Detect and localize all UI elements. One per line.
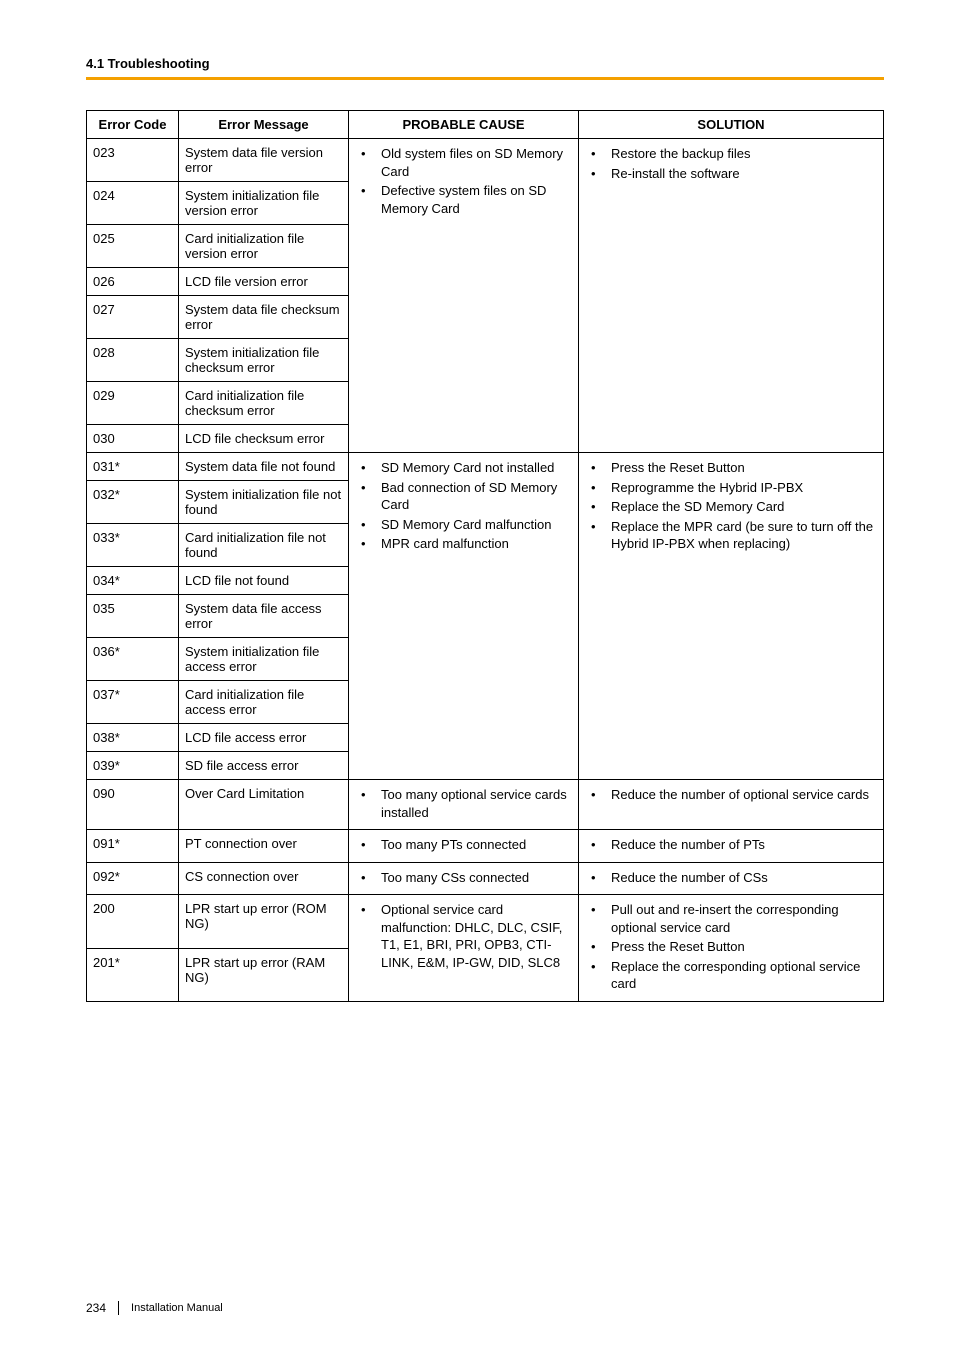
table-row: 023 System data file version error Old s…	[87, 139, 884, 182]
col-error-message: Error Message	[179, 111, 349, 139]
cell-code: 092*	[87, 862, 179, 895]
cause-item: Defective system files on SD Memory Card	[355, 182, 572, 217]
cell-code: 028	[87, 339, 179, 382]
cell-msg: Card initialization file access error	[179, 681, 349, 724]
cell-code: 030	[87, 425, 179, 453]
cause-item: Old system files on SD Memory Card	[355, 145, 572, 180]
cell-msg: LPR start up error (RAM NG)	[179, 948, 349, 1001]
doc-title: Installation Manual	[131, 1302, 223, 1314]
cell-msg: LCD file checksum error	[179, 425, 349, 453]
table-row: 200 LPR start up error (ROM NG) Optional…	[87, 895, 884, 948]
cell-msg: LPR start up error (ROM NG)	[179, 895, 349, 948]
cell-cause: Too many optional service cards installe…	[349, 780, 579, 830]
cell-msg: System data file not found	[179, 453, 349, 481]
cell-solution: Reduce the number of CSs	[579, 862, 884, 895]
cell-msg: Card initialization file not found	[179, 524, 349, 567]
divider-orange	[86, 77, 884, 80]
cell-solution: Restore the backup files Re-install the …	[579, 139, 884, 453]
cause-item: SD Memory Card malfunction	[355, 516, 572, 534]
page-number: 234	[86, 1301, 106, 1315]
page-footer: 234 Installation Manual	[86, 1301, 223, 1315]
cause-item: Too many CSs connected	[355, 869, 572, 887]
cell-code: 027	[87, 296, 179, 339]
cell-solution: Reduce the number of optional service ca…	[579, 780, 884, 830]
cause-item: MPR card malfunction	[355, 535, 572, 553]
cell-msg: SD file access error	[179, 752, 349, 780]
cell-msg: System initialization file not found	[179, 481, 349, 524]
cause-item: Optional service card malfunction: DHLC,…	[355, 901, 572, 971]
col-error-code: Error Code	[87, 111, 179, 139]
cell-msg: LCD file version error	[179, 268, 349, 296]
cell-cause: Old system files on SD Memory Card Defec…	[349, 139, 579, 453]
solution-item: Replace the SD Memory Card	[585, 498, 877, 516]
cell-msg: System data file checksum error	[179, 296, 349, 339]
table-header-row: Error Code Error Message PROBABLE CAUSE …	[87, 111, 884, 139]
cell-msg: Card initialization file checksum error	[179, 382, 349, 425]
cell-msg: System data file version error	[179, 139, 349, 182]
solution-item: Replace the corresponding optional servi…	[585, 958, 877, 993]
cell-code: 031*	[87, 453, 179, 481]
cell-solution: Press the Reset Button Reprogramme the H…	[579, 453, 884, 780]
cell-code: 033*	[87, 524, 179, 567]
cell-code: 039*	[87, 752, 179, 780]
cell-code: 038*	[87, 724, 179, 752]
cell-solution: Pull out and re-insert the corresponding…	[579, 895, 884, 1002]
cell-cause: Too many PTs connected	[349, 830, 579, 863]
cell-code: 034*	[87, 567, 179, 595]
table-row: 031* System data file not found SD Memor…	[87, 453, 884, 481]
cell-code: 032*	[87, 481, 179, 524]
cell-code: 200	[87, 895, 179, 948]
cell-code: 037*	[87, 681, 179, 724]
cell-code: 201*	[87, 948, 179, 1001]
solution-item: Reprogramme the Hybrid IP-PBX	[585, 479, 877, 497]
cause-item: SD Memory Card not installed	[355, 459, 572, 477]
cell-code: 029	[87, 382, 179, 425]
cell-code: 036*	[87, 638, 179, 681]
solution-item: Reduce the number of optional service ca…	[585, 786, 877, 804]
cell-code: 091*	[87, 830, 179, 863]
cell-msg: System data file access error	[179, 595, 349, 638]
solution-item: Pull out and re-insert the corresponding…	[585, 901, 877, 936]
cell-msg: System initialization file access error	[179, 638, 349, 681]
cell-msg: CS connection over	[179, 862, 349, 895]
cell-msg: LCD file not found	[179, 567, 349, 595]
cell-code: 026	[87, 268, 179, 296]
cause-item: Too many PTs connected	[355, 836, 572, 854]
solution-item: Press the Reset Button	[585, 938, 877, 956]
solution-item: Replace the MPR card (be sure to turn of…	[585, 518, 877, 553]
footer-divider	[118, 1301, 119, 1315]
cell-cause: Optional service card malfunction: DHLC,…	[349, 895, 579, 1002]
cell-solution: Reduce the number of PTs	[579, 830, 884, 863]
col-solution: SOLUTION	[579, 111, 884, 139]
table-row: 090 Over Card Limitation Too many option…	[87, 780, 884, 830]
section-title: 4.1 Troubleshooting	[86, 56, 884, 71]
col-probable-cause: PROBABLE CAUSE	[349, 111, 579, 139]
cell-msg: Over Card Limitation	[179, 780, 349, 830]
cause-item: Too many optional service cards installe…	[355, 786, 572, 821]
table-row: 091* PT connection over Too many PTs con…	[87, 830, 884, 863]
solution-item: Press the Reset Button	[585, 459, 877, 477]
cell-code: 025	[87, 225, 179, 268]
cell-msg: LCD file access error	[179, 724, 349, 752]
solution-item: Restore the backup files	[585, 145, 877, 163]
cell-code: 035	[87, 595, 179, 638]
table-row: 092* CS connection over Too many CSs con…	[87, 862, 884, 895]
solution-item: Reduce the number of CSs	[585, 869, 877, 887]
cell-msg: System initialization file checksum erro…	[179, 339, 349, 382]
cell-code: 090	[87, 780, 179, 830]
cell-cause: SD Memory Card not installed Bad connect…	[349, 453, 579, 780]
cell-msg: Card initialization file version error	[179, 225, 349, 268]
solution-item: Re-install the software	[585, 165, 877, 183]
cause-item: Bad connection of SD Memory Card	[355, 479, 572, 514]
cell-code: 024	[87, 182, 179, 225]
cell-cause: Too many CSs connected	[349, 862, 579, 895]
cell-msg: PT connection over	[179, 830, 349, 863]
solution-item: Reduce the number of PTs	[585, 836, 877, 854]
cell-code: 023	[87, 139, 179, 182]
troubleshooting-table: Error Code Error Message PROBABLE CAUSE …	[86, 110, 884, 1002]
cell-msg: System initialization file version error	[179, 182, 349, 225]
